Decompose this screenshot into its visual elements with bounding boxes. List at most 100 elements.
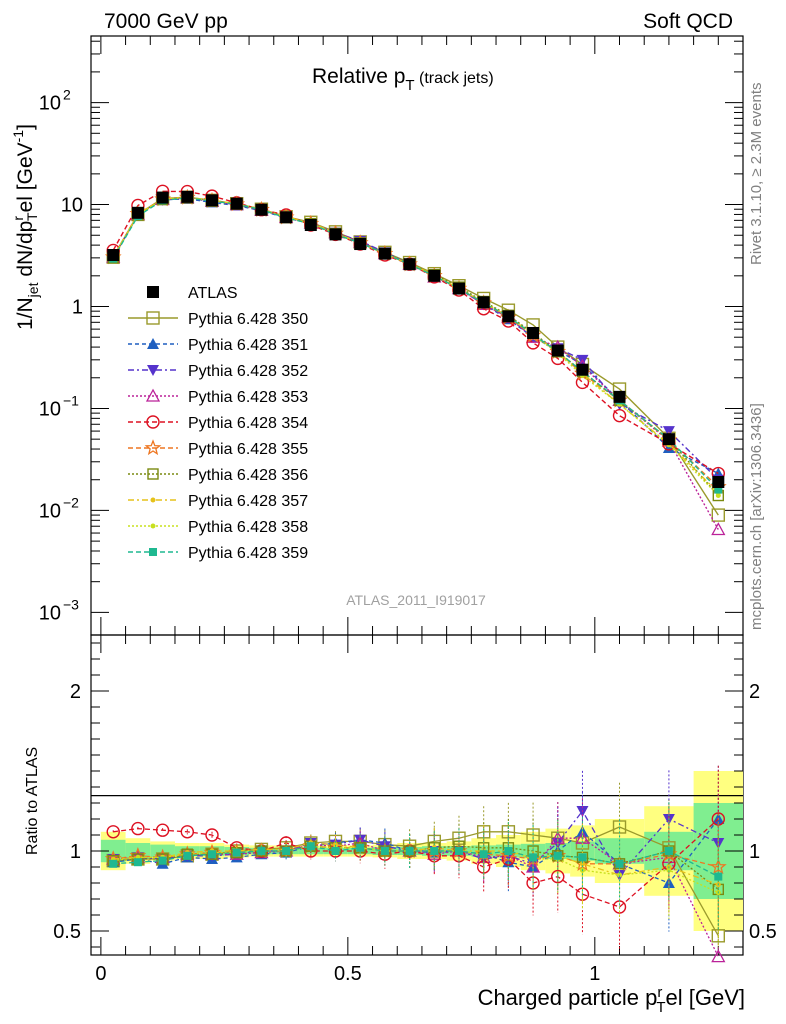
data-point-atlas bbox=[304, 219, 317, 232]
data-point-atlas bbox=[613, 390, 626, 403]
ratio-line-352 bbox=[113, 809, 719, 877]
ratio-point-359 bbox=[232, 848, 241, 857]
ratio-point-359 bbox=[380, 847, 389, 855]
legend-label-352: Pythia 6.428 352 bbox=[188, 363, 308, 380]
y-tick-label: 10 bbox=[39, 602, 61, 624]
ratio-point-358 bbox=[666, 867, 672, 873]
ratio-point-354 bbox=[106, 825, 120, 839]
data-point-atlas bbox=[378, 247, 391, 260]
ratio-point-359 bbox=[664, 847, 673, 855]
rivet-label: Rivet 3.1.10, ≥ 2.3M events bbox=[748, 83, 765, 266]
data-point-atlas bbox=[428, 269, 441, 282]
main-y-axis-label: 1/Njet dN/dprTel [GeV-1] bbox=[10, 124, 41, 330]
y-tick-label: 10 bbox=[39, 500, 61, 522]
ratio-point-359 bbox=[553, 851, 562, 860]
header-left: 7000 GeV pp bbox=[104, 10, 228, 33]
legend-marker-atlas bbox=[147, 286, 159, 298]
legend-marker-358 bbox=[150, 523, 156, 529]
data-point-atlas bbox=[527, 326, 540, 339]
y-tick-exponent: −1 bbox=[63, 392, 79, 408]
ratio-y-tick-label-right: 1 bbox=[749, 841, 760, 863]
data-point-atlas bbox=[452, 282, 465, 295]
ratio-point-354 bbox=[205, 828, 219, 842]
ratio-point-353 bbox=[711, 949, 726, 963]
legend-marker-350 bbox=[146, 311, 160, 325]
ratio-point-359 bbox=[454, 847, 463, 855]
ratio-point-358 bbox=[617, 872, 623, 878]
ratio-point-354 bbox=[551, 869, 565, 884]
ratio-point-354 bbox=[131, 821, 145, 836]
ratio-point-359 bbox=[208, 850, 217, 859]
legend-label-350: Pythia 6.428 350 bbox=[188, 311, 308, 328]
ratio-point-359 bbox=[615, 859, 624, 868]
ratio-y-tick-label-right: 2 bbox=[749, 681, 760, 703]
ratio-point-359 bbox=[356, 843, 365, 852]
ratio-point-359 bbox=[504, 847, 513, 855]
header-right: Soft QCD bbox=[643, 10, 733, 33]
ratio-y-axis-label: Ratio to ATLAS bbox=[24, 747, 41, 855]
ratio-point-359 bbox=[479, 850, 488, 859]
data-point-atlas bbox=[576, 363, 589, 376]
y-tick-label: 10 bbox=[39, 398, 61, 420]
legend-marker-353 bbox=[145, 388, 161, 402]
ratio-point-359 bbox=[133, 858, 142, 867]
ratio-point-359 bbox=[306, 842, 315, 851]
data-point-atlas bbox=[477, 296, 490, 309]
ratio-point-359 bbox=[430, 847, 439, 855]
y-tick-label: 1 bbox=[72, 297, 83, 319]
data-point-atlas bbox=[181, 190, 194, 203]
ratio-point-354 bbox=[180, 825, 195, 839]
data-point-atlas bbox=[354, 238, 367, 251]
y-tick-label: 10 bbox=[39, 93, 61, 115]
legend-marker-357 bbox=[150, 497, 156, 503]
data-point-atlas bbox=[502, 310, 515, 323]
ratio-line-354 bbox=[113, 818, 719, 908]
main-series-group bbox=[104, 184, 727, 536]
legend-label-351: Pythia 6.428 351 bbox=[188, 337, 308, 354]
data-point-atlas bbox=[403, 258, 416, 271]
data-point-atlas bbox=[156, 191, 169, 204]
legend-label-359: Pythia 6.428 359 bbox=[188, 545, 308, 562]
data-point-359 bbox=[714, 485, 723, 494]
data-point-atlas bbox=[107, 249, 120, 262]
legend-marker-352 bbox=[147, 365, 159, 376]
legend-marker-356 bbox=[147, 468, 159, 480]
plot-title: Relative pT (track jets) bbox=[312, 65, 494, 94]
ratio-y-tick-label: 2 bbox=[70, 681, 81, 703]
ratio-point-359 bbox=[183, 851, 192, 860]
legend-marker-359 bbox=[149, 548, 157, 556]
ratio-y-tick-label: 1 bbox=[70, 841, 81, 863]
ratio-line-353 bbox=[113, 837, 719, 957]
ratio-point-359 bbox=[257, 847, 266, 855]
data-point-atlas bbox=[662, 433, 675, 446]
data-point-atlas bbox=[230, 197, 243, 210]
legend-marker-355 bbox=[144, 439, 162, 456]
data-point-351 bbox=[662, 441, 675, 453]
x-axis-label: Charged particle pr Tel [GeV] bbox=[478, 984, 745, 1016]
ratio-point-359 bbox=[158, 856, 167, 865]
y-tick-exponent: −3 bbox=[63, 596, 79, 612]
mcplots-label: mcplots.cern.ch [arXiv:1306.3436] bbox=[748, 403, 765, 630]
data-point-atlas bbox=[712, 476, 725, 489]
ratio-point-354 bbox=[155, 823, 170, 837]
ratio-y-tick-label: 0.5 bbox=[53, 921, 81, 943]
legend-marker-351 bbox=[147, 338, 159, 349]
ratio-point-359 bbox=[714, 872, 723, 881]
data-point-atlas bbox=[551, 344, 564, 357]
ratio-point-359 bbox=[331, 847, 340, 855]
legend-marker-354 bbox=[146, 415, 160, 429]
data-point-353 bbox=[711, 522, 726, 536]
legend-label-354: Pythia 6.428 354 bbox=[188, 415, 308, 432]
data-point-atlas bbox=[255, 203, 268, 216]
x-tick-label: 0 bbox=[95, 963, 106, 985]
x-tick-label: 0.5 bbox=[334, 963, 362, 985]
analysis-watermark: ATLAS_2011_I919017 bbox=[346, 592, 486, 608]
legend: ATLAS Pythia 6.428 350 Pythia 6.428 351 Pyt… bbox=[128, 285, 308, 562]
ratio-point-359 bbox=[578, 853, 587, 862]
series-line-358 bbox=[112, 196, 719, 496]
legend-label-355: Pythia 6.428 355 bbox=[188, 441, 308, 458]
data-point-atlas bbox=[280, 211, 293, 224]
legend-label-353: Pythia 6.428 353 bbox=[188, 389, 308, 406]
